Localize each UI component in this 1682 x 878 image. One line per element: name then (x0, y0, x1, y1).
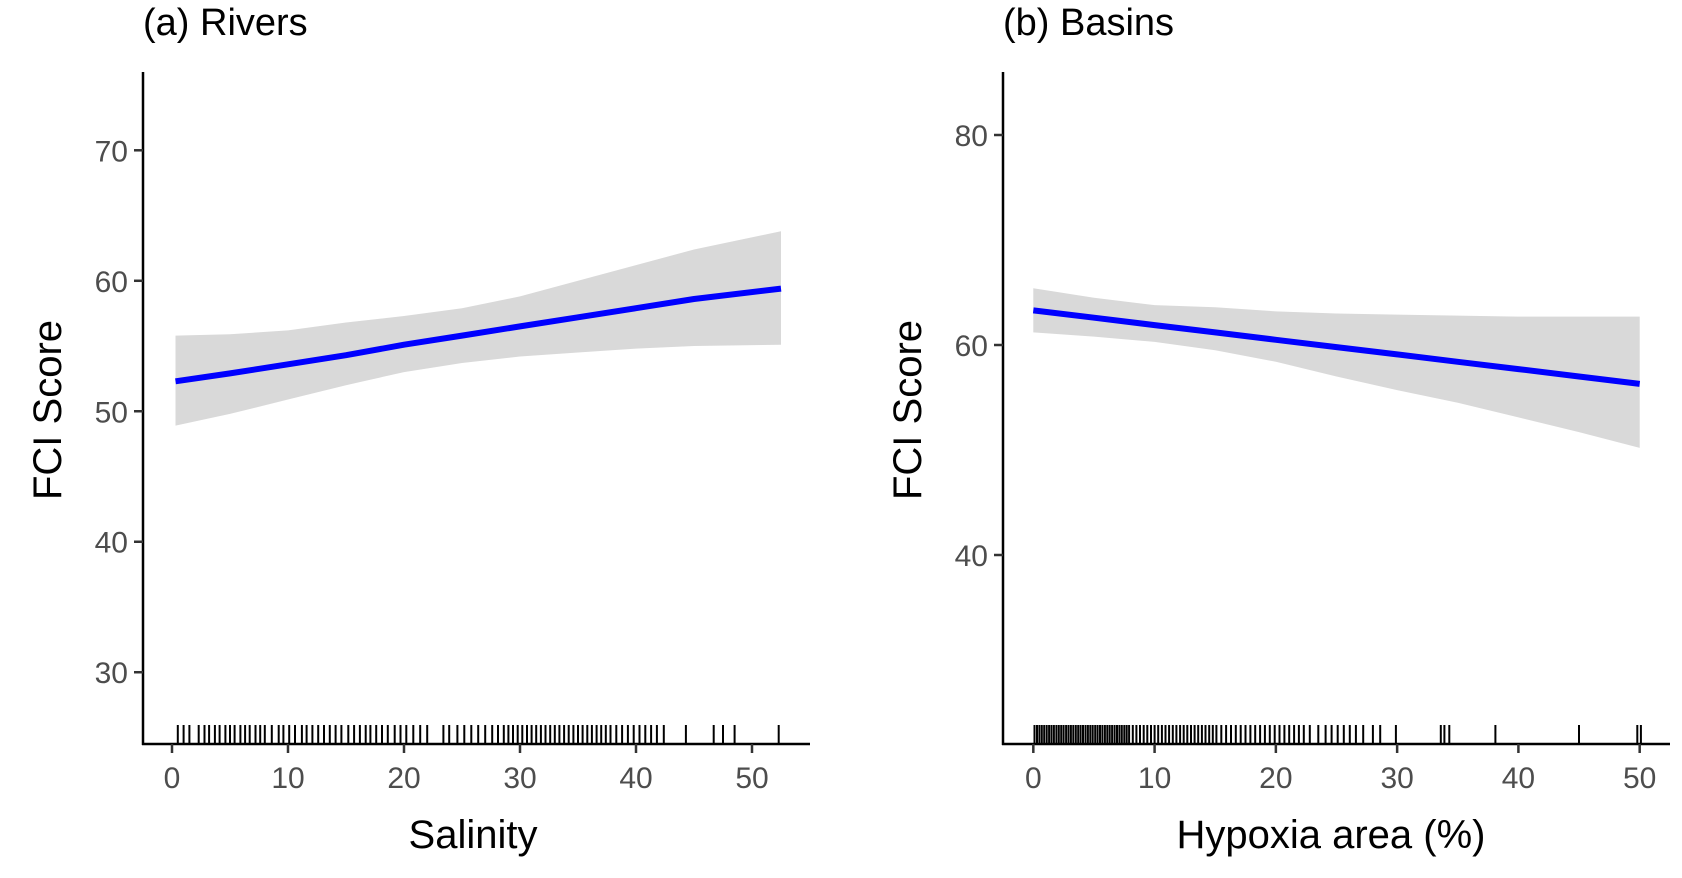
x-tick-label: 50 (1623, 762, 1656, 795)
x-tick-label: 40 (619, 762, 652, 795)
y-tick-label: 50 (95, 396, 128, 429)
y-tick-label: 70 (95, 135, 128, 168)
y-tick-labels: 40 60 80 (955, 120, 988, 573)
fit-line-layer (175, 285, 782, 385)
x-tick-label: 40 (1502, 762, 1535, 795)
y-tick-label: 80 (955, 120, 988, 153)
panel-rivers: (a) Rivers 30 40 50 60 70 0 10 20 30 40 50 Salini… (26, 2, 810, 857)
y-tick-label: 40 (95, 527, 128, 560)
panel-title: (a) Rivers (143, 2, 308, 44)
y-tick-label: 60 (95, 266, 128, 299)
panel-basins: (b) Basins 40 60 80 0 10 20 30 40 50 Hypoxia ar… (886, 2, 1670, 857)
axes (134, 72, 810, 753)
fit-line-layer (1032, 307, 1641, 387)
confidence-band-layer (1033, 288, 1640, 448)
x-tick-labels: 0 10 20 30 40 50 (164, 762, 769, 795)
y-tick-label: 40 (955, 540, 988, 573)
confidence-band (1033, 288, 1640, 448)
x-tick-label: 50 (735, 762, 768, 795)
fitted-line (175, 285, 782, 385)
fitted-line (1032, 307, 1641, 387)
x-tick-labels: 0 10 20 30 40 50 (1025, 762, 1656, 795)
confidence-band (175, 231, 781, 426)
y-tick-labels: 30 40 50 60 70 (95, 135, 128, 690)
x-tick-label: 30 (503, 762, 536, 795)
y-axis-title: FCI Score (886, 320, 930, 500)
x-tick-label: 30 (1380, 762, 1413, 795)
x-tick-label: 20 (387, 762, 420, 795)
x-tick-label: 10 (271, 762, 304, 795)
y-tick-label: 30 (95, 657, 128, 690)
x-axis-title: Hypoxia area (%) (1176, 813, 1485, 857)
rug-layer (176, 725, 780, 744)
x-tick-label: 0 (1025, 762, 1042, 795)
panel-title: (b) Basins (1003, 2, 1174, 44)
x-tick-label: 10 (1138, 762, 1171, 795)
rug-layer (1033, 725, 1642, 744)
axes (994, 72, 1670, 753)
x-axis-title: Salinity (409, 813, 538, 857)
x-tick-label: 0 (164, 762, 181, 795)
confidence-band-layer (175, 231, 781, 426)
x-tick-label: 20 (1259, 762, 1292, 795)
y-axis-title: FCI Score (26, 320, 70, 500)
y-tick-label: 60 (955, 330, 988, 363)
